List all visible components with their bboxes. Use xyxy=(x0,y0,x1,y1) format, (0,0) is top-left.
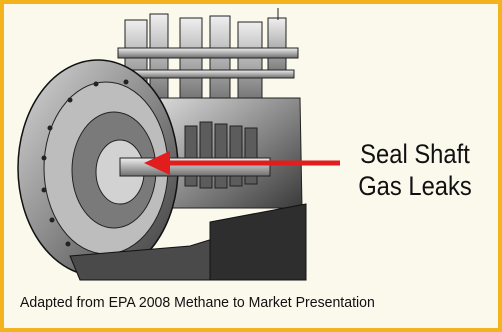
compressor-cutaway-illustration xyxy=(17,8,307,281)
arrow-left-icon xyxy=(144,151,340,175)
callout-label: Seal Shaft Gas Leaks xyxy=(345,138,484,202)
figure-caption: Adapted from EPA 2008 Methane to Market … xyxy=(20,294,375,311)
callout-line-2: Gas Leaks xyxy=(358,171,472,201)
callout-line-1: Seal Shaft xyxy=(360,139,470,169)
